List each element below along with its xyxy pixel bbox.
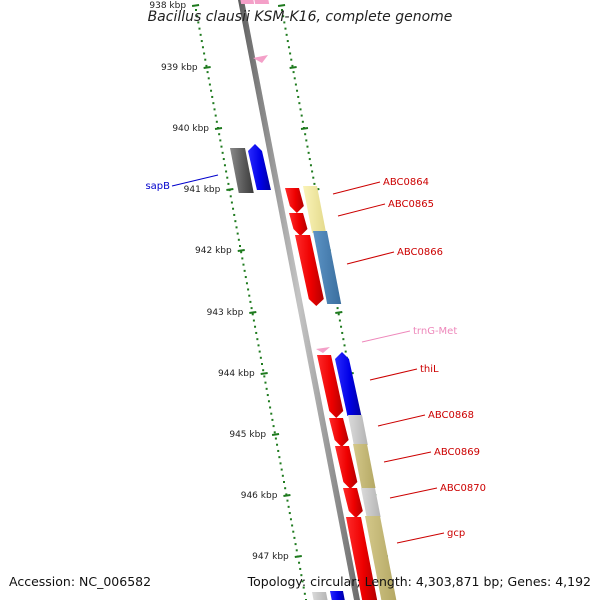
gene-ABC0866[interactable] (295, 235, 324, 306)
gene-label[interactable]: ABC0864 (383, 177, 429, 188)
gene-label[interactable]: gcp (447, 528, 465, 539)
backbone-band (238, 0, 360, 600)
ruler-tick-mark (203, 66, 211, 69)
ruler-tick-mark (283, 494, 291, 497)
cog-gcp[interactable] (365, 516, 397, 600)
ruler-tick-label: 946 kbp (241, 491, 278, 501)
gene-features (230, 0, 397, 600)
ruler-tick-label: 943 kbp (207, 308, 244, 318)
ruler-tick-mark (289, 66, 297, 69)
gene-thiL[interactable] (317, 355, 344, 418)
gene-label[interactable]: trnG-Met (413, 326, 457, 337)
ruler-tick-mark (335, 311, 343, 314)
cog-ABC0869[interactable] (353, 444, 376, 488)
gene-label-leader (389, 487, 438, 499)
ruler-tick-label: 942 kbp (195, 246, 232, 256)
feature-partial-top-left[interactable] (240, 0, 255, 4)
gene-label-leader (361, 330, 411, 343)
gene-label-leader (383, 451, 432, 463)
kbp-ruler (195, 9, 393, 600)
cog-ABC0866[interactable] (313, 231, 342, 304)
gene-ABC0864[interactable] (285, 188, 304, 213)
ruler-tick-mark (294, 555, 302, 558)
gene-label[interactable]: ABC0869 (434, 447, 480, 458)
gene-label-leader (171, 174, 219, 187)
genome-backbone (238, 0, 360, 600)
genome-title: Bacillus clausii KSM-K16, complete genom… (147, 9, 453, 25)
feature-partial-top-right[interactable] (254, 0, 270, 4)
gene-label[interactable]: ABC0870 (440, 483, 486, 494)
feature-trna-small[interactable] (253, 55, 268, 63)
ruler-tick-label: 939 kbp (161, 63, 198, 73)
cog-ABC0868[interactable] (348, 415, 368, 445)
gene-label-leader (346, 251, 395, 265)
ruler-tick-mark (277, 4, 286, 7)
ruler-tick-mark (300, 127, 309, 130)
gene-label[interactable]: sapB (145, 181, 170, 192)
ruler-tick-labels: 938 kbp 939 kbp 940 kbp 941 kbp 942 kbp 943 k… (149, 1, 388, 562)
gene-label-leader (332, 181, 381, 195)
ruler-tick-label: 947 kbp (252, 552, 289, 562)
gene-label[interactable]: ABC0868 (428, 410, 474, 421)
ruler-tick-label: 941 kbp (184, 185, 221, 195)
gene-label-leader (377, 414, 426, 427)
gene-gcp[interactable] (346, 517, 378, 600)
ruler-tick-mark (226, 188, 234, 191)
gene-label[interactable]: thiL (420, 364, 439, 375)
gene-ABC0865[interactable] (289, 213, 308, 236)
ruler-tick-label: 944 kbp (218, 369, 255, 379)
gene-sapB[interactable] (248, 144, 271, 190)
ruler-tick-mark (237, 249, 245, 252)
feature-partial-bottom-grey[interactable] (312, 592, 328, 600)
feature-trnG-Met[interactable] (316, 347, 330, 353)
gene-label-leader (396, 532, 445, 544)
gene-labels: sapB ABC0864 ABC0865 ABC0866 trnG-Met thiL ABC… (145, 174, 486, 544)
ruler-tick-mark (214, 127, 223, 130)
ruler-tick-label: 938 kbp (149, 1, 186, 11)
gene-blue-thiL-cog[interactable] (335, 352, 362, 416)
feature-partial-bottom-blue[interactable] (330, 591, 345, 600)
ruler-tick-mark (271, 433, 280, 436)
topology-summary: Topology: circular; Length: 4,303,871 bp… (247, 574, 591, 589)
accession-label: Accession: NC_006582 (9, 574, 152, 589)
ruler-tick-mark (191, 4, 200, 7)
gene-grey-left[interactable] (230, 148, 254, 193)
ruler-track-left (195, 9, 307, 600)
gene-ABC0868[interactable] (329, 418, 349, 447)
gene-label-leader (369, 368, 418, 381)
ruler-tick-label: 940 kbp (172, 124, 209, 134)
gene-label-leader (337, 203, 386, 217)
gene-label[interactable]: ABC0865 (388, 199, 434, 210)
gene-ABC0870[interactable] (343, 488, 363, 518)
ruler-tick-mark (260, 372, 268, 375)
cog-ABC0865[interactable] (303, 186, 327, 233)
cog-ABC0870[interactable] (361, 488, 381, 517)
ruler-tick-mark (249, 311, 257, 314)
gene-label[interactable]: ABC0866 (397, 247, 443, 258)
gene-ABC0869[interactable] (335, 446, 358, 489)
ruler-tick-label: 945 kbp (229, 430, 266, 440)
